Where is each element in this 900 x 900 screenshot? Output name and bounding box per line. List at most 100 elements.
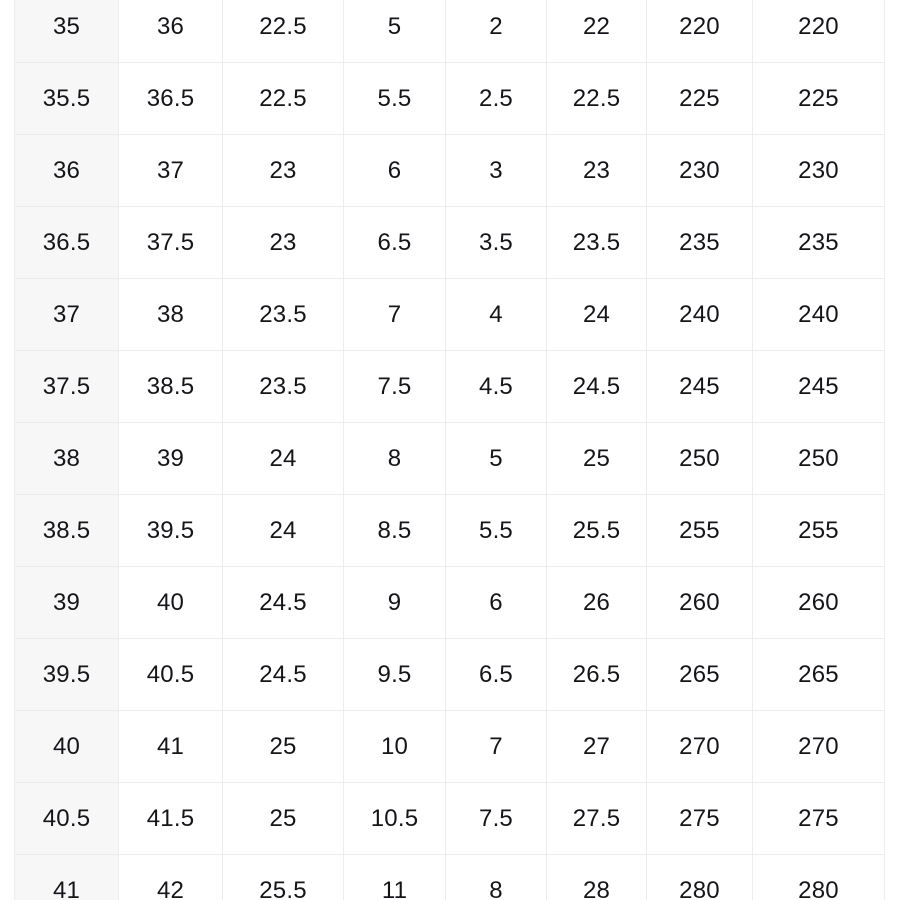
- data-cell: 23.5: [222, 350, 344, 423]
- data-cell: 240: [646, 278, 753, 351]
- data-cell: 9.5: [343, 638, 446, 711]
- data-cell: 255: [752, 494, 885, 567]
- data-cell: 25: [222, 782, 344, 855]
- data-cell: 27: [546, 710, 647, 783]
- data-cell: 8: [445, 854, 547, 900]
- data-cell: 24.5: [222, 638, 344, 711]
- data-cell: 23: [222, 206, 344, 279]
- data-cell: 38.5: [118, 350, 223, 423]
- data-cell: 37: [118, 134, 223, 207]
- data-cell: 28: [546, 854, 647, 900]
- table-row: 39 40 24.5 9 6 26 260 260: [14, 566, 885, 639]
- data-cell: 7: [343, 278, 446, 351]
- data-cell: 22.5: [222, 0, 344, 63]
- data-cell: 41: [118, 710, 223, 783]
- data-cell: 26: [546, 566, 647, 639]
- data-cell: 11: [343, 854, 446, 900]
- data-cell: 265: [752, 638, 885, 711]
- data-cell: 270: [646, 710, 753, 783]
- data-cell: 37.5: [118, 206, 223, 279]
- data-cell: 280: [646, 854, 753, 900]
- data-cell: 42: [118, 854, 223, 900]
- data-cell: 6: [445, 566, 547, 639]
- data-cell: 230: [646, 134, 753, 207]
- data-cell: 10.5: [343, 782, 446, 855]
- data-cell: 5.5: [445, 494, 547, 567]
- data-cell: 8.5: [343, 494, 446, 567]
- data-cell: 5: [343, 0, 446, 63]
- data-cell: 36: [118, 0, 223, 63]
- row-header-cell: 40.5: [14, 782, 119, 855]
- table-row: 35 36 22.5 5 2 22 220 220: [14, 0, 885, 63]
- data-cell: 8: [343, 422, 446, 495]
- data-cell: 275: [752, 782, 885, 855]
- data-cell: 23.5: [546, 206, 647, 279]
- data-cell: 40: [118, 566, 223, 639]
- data-cell: 7.5: [445, 782, 547, 855]
- size-chart-table: 35 36 22.5 5 2 22 220 220 35.5 36.5 22.5 5.5 2.5 22.5…: [14, 0, 885, 900]
- data-cell: 7.5: [343, 350, 446, 423]
- row-header-cell: 36: [14, 134, 119, 207]
- row-header-cell: 40: [14, 710, 119, 783]
- data-cell: 22.5: [546, 62, 647, 135]
- data-cell: 39.5: [118, 494, 223, 567]
- data-cell: 3.5: [445, 206, 547, 279]
- data-cell: 225: [752, 62, 885, 135]
- data-cell: 3: [445, 134, 547, 207]
- data-cell: 7: [445, 710, 547, 783]
- data-cell: 4: [445, 278, 547, 351]
- row-header-cell: 38.5: [14, 494, 119, 567]
- data-cell: 2: [445, 0, 547, 63]
- data-cell: 9: [343, 566, 446, 639]
- row-header-cell: 39: [14, 566, 119, 639]
- data-cell: 41.5: [118, 782, 223, 855]
- size-chart-body: 35 36 22.5 5 2 22 220 220 35.5 36.5 22.5 5.5 2.5 22.5…: [14, 0, 885, 900]
- data-cell: 245: [646, 350, 753, 423]
- data-cell: 23: [546, 134, 647, 207]
- table-row: 40.5 41.5 25 10.5 7.5 27.5 275 275: [14, 782, 885, 855]
- data-cell: 25: [546, 422, 647, 495]
- data-cell: 250: [752, 422, 885, 495]
- table-row: 36 37 23 6 3 23 230 230: [14, 134, 885, 207]
- data-cell: 5.5: [343, 62, 446, 135]
- data-cell: 25.5: [222, 854, 344, 900]
- table-row: 36.5 37.5 23 6.5 3.5 23.5 235 235: [14, 206, 885, 279]
- row-header-cell: 35: [14, 0, 119, 63]
- data-cell: 40.5: [118, 638, 223, 711]
- data-cell: 23.5: [222, 278, 344, 351]
- data-cell: 38: [118, 278, 223, 351]
- data-cell: 24: [222, 422, 344, 495]
- data-cell: 25.5: [546, 494, 647, 567]
- data-cell: 240: [752, 278, 885, 351]
- data-cell: 280: [752, 854, 885, 900]
- row-header-cell: 39.5: [14, 638, 119, 711]
- row-header-cell: 36.5: [14, 206, 119, 279]
- data-cell: 26.5: [546, 638, 647, 711]
- row-header-cell: 37: [14, 278, 119, 351]
- data-cell: 36.5: [118, 62, 223, 135]
- table-row: 40 41 25 10 7 27 270 270: [14, 710, 885, 783]
- data-cell: 245: [752, 350, 885, 423]
- data-cell: 24.5: [222, 566, 344, 639]
- row-header-cell: 41: [14, 854, 119, 900]
- data-cell: 22.5: [222, 62, 344, 135]
- data-cell: 235: [646, 206, 753, 279]
- data-cell: 250: [646, 422, 753, 495]
- data-cell: 25: [222, 710, 344, 783]
- table-row: 38.5 39.5 24 8.5 5.5 25.5 255 255: [14, 494, 885, 567]
- row-header-cell: 35.5: [14, 62, 119, 135]
- data-cell: 220: [752, 0, 885, 63]
- data-cell: 4.5: [445, 350, 547, 423]
- table-row: 35.5 36.5 22.5 5.5 2.5 22.5 225 225: [14, 62, 885, 135]
- data-cell: 270: [752, 710, 885, 783]
- data-cell: 22: [546, 0, 647, 63]
- data-cell: 23: [222, 134, 344, 207]
- data-cell: 2.5: [445, 62, 547, 135]
- data-cell: 235: [752, 206, 885, 279]
- data-cell: 225: [646, 62, 753, 135]
- data-cell: 39: [118, 422, 223, 495]
- row-header-cell: 38: [14, 422, 119, 495]
- data-cell: 27.5: [546, 782, 647, 855]
- data-cell: 24: [546, 278, 647, 351]
